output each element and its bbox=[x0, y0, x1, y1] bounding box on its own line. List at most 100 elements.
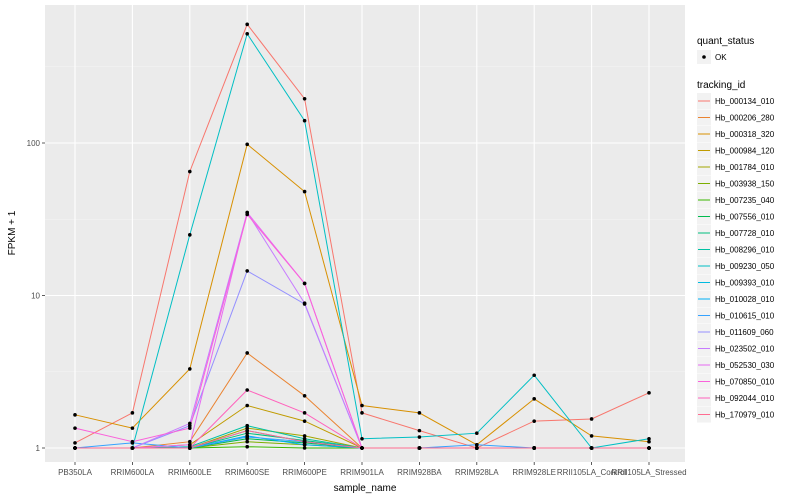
data-point bbox=[188, 442, 192, 447]
data-point bbox=[532, 373, 536, 378]
y-axis: 1 10 100 bbox=[27, 139, 45, 453]
legend-color-label: Hb_000318_320 bbox=[715, 130, 775, 139]
data-point bbox=[302, 439, 307, 444]
data-point bbox=[360, 436, 364, 441]
legend-shape-label: OK bbox=[715, 53, 727, 62]
plot-panel bbox=[45, 5, 685, 462]
data-point bbox=[302, 419, 307, 423]
data-point bbox=[647, 436, 651, 441]
x-axis: PB350LA RRIM600LA RRIM600LE RRIM600SE RRIM60… bbox=[58, 462, 687, 477]
legend-color-label: Hb_092044_010 bbox=[715, 394, 775, 403]
data-point bbox=[302, 434, 307, 438]
y-axis-title: FPKM + 1 bbox=[7, 210, 18, 255]
x-tick-label: RRIM901LA bbox=[340, 468, 384, 477]
x-tick-label: RRIM600LA bbox=[111, 468, 155, 477]
legend-color-label: Hb_003938_150 bbox=[715, 180, 775, 189]
x-tick-label: RRIM928LE bbox=[512, 468, 556, 477]
data-point bbox=[245, 444, 249, 449]
data-point bbox=[245, 435, 249, 439]
data-point bbox=[302, 411, 307, 415]
x-tick-label: RRIM600SE bbox=[225, 468, 269, 477]
data-point bbox=[73, 446, 77, 450]
data-point bbox=[245, 403, 249, 408]
data-point bbox=[417, 428, 422, 433]
data-point bbox=[302, 189, 307, 194]
data-point bbox=[302, 442, 307, 447]
legend-color-label: Hb_000134_010 bbox=[715, 97, 775, 106]
data-point bbox=[302, 446, 307, 450]
data-point bbox=[647, 391, 651, 395]
data-point bbox=[360, 446, 364, 450]
data-point bbox=[302, 301, 307, 306]
legend-shape-symbol bbox=[702, 55, 706, 59]
data-point bbox=[417, 411, 422, 415]
data-point bbox=[417, 435, 422, 439]
data-point bbox=[475, 442, 479, 447]
data-point bbox=[188, 421, 192, 426]
x-tick-label: RRII105LA_Control bbox=[557, 468, 627, 477]
data-point bbox=[589, 446, 594, 450]
data-point bbox=[130, 426, 135, 430]
data-point bbox=[647, 439, 651, 444]
legend-shape-items: OK bbox=[697, 50, 727, 64]
data-point bbox=[245, 22, 249, 27]
x-axis-title: sample_name bbox=[334, 483, 397, 494]
data-point bbox=[302, 118, 307, 123]
legend-color-label: Hb_007728_010 bbox=[715, 229, 775, 238]
data-point bbox=[130, 411, 135, 415]
data-point bbox=[360, 411, 364, 415]
data-point bbox=[245, 428, 249, 433]
data-point bbox=[245, 439, 249, 444]
data-point bbox=[302, 436, 307, 441]
legend-color-label: Hb_007235_040 bbox=[715, 196, 775, 205]
x-tick-label: RRIM928BA bbox=[397, 468, 442, 477]
data-point bbox=[73, 426, 77, 430]
data-point bbox=[245, 423, 249, 428]
legend-color-label: Hb_009230_050 bbox=[715, 262, 775, 271]
data-point bbox=[130, 439, 135, 444]
data-point bbox=[475, 431, 479, 436]
data-point bbox=[188, 426, 192, 430]
data-point bbox=[245, 269, 249, 273]
y-tick-label: 1 bbox=[36, 444, 41, 453]
data-points bbox=[73, 22, 651, 450]
legend-color-label: Hb_070850_010 bbox=[715, 378, 775, 387]
legend-color-label: Hb_010615_010 bbox=[715, 312, 775, 321]
data-point bbox=[302, 96, 307, 101]
data-point bbox=[589, 434, 594, 438]
legend-color-label: Hb_010028_010 bbox=[715, 295, 775, 304]
legend-color-title: tracking_id bbox=[697, 80, 745, 91]
data-point bbox=[302, 281, 307, 286]
grid-lines bbox=[45, 5, 685, 462]
legend-shape-title: quant_status bbox=[697, 36, 754, 47]
legend-color-label: Hb_008296_010 bbox=[715, 246, 775, 255]
data-point bbox=[188, 367, 192, 371]
legend-color-label: Hb_052530_030 bbox=[715, 361, 775, 370]
x-tick-label: RRIM928LA bbox=[455, 468, 499, 477]
legend: quant_status OK tracking_id Hb_000134_01… bbox=[697, 36, 775, 423]
legend-color-label: Hb_009393_010 bbox=[715, 279, 775, 288]
data-point bbox=[245, 142, 249, 147]
data-point bbox=[73, 441, 77, 445]
data-point bbox=[532, 446, 536, 450]
data-point bbox=[589, 417, 594, 421]
data-point bbox=[417, 446, 422, 450]
data-point bbox=[245, 351, 249, 355]
legend-color-label: Hb_023502_010 bbox=[715, 345, 775, 354]
y-tick-label: 100 bbox=[27, 139, 41, 148]
data-point bbox=[188, 233, 192, 237]
y-tick-label: 10 bbox=[31, 292, 40, 301]
legend-color-label: Hb_007556_010 bbox=[715, 213, 775, 222]
data-point bbox=[188, 169, 192, 174]
legend-color-items: Hb_000134_010 Hb_000206_280 Hb_000318_320 H… bbox=[697, 93, 775, 423]
legend-color-label: Hb_011609_060 bbox=[715, 328, 774, 337]
x-tick-label: RRII105LA_Stressed bbox=[611, 468, 686, 477]
legend-color-label: Hb_000984_120 bbox=[715, 147, 775, 156]
data-point bbox=[245, 431, 249, 436]
data-point bbox=[245, 212, 249, 217]
data-point bbox=[188, 446, 192, 450]
data-point bbox=[73, 413, 77, 417]
data-point bbox=[647, 446, 651, 450]
data-point bbox=[188, 439, 192, 444]
